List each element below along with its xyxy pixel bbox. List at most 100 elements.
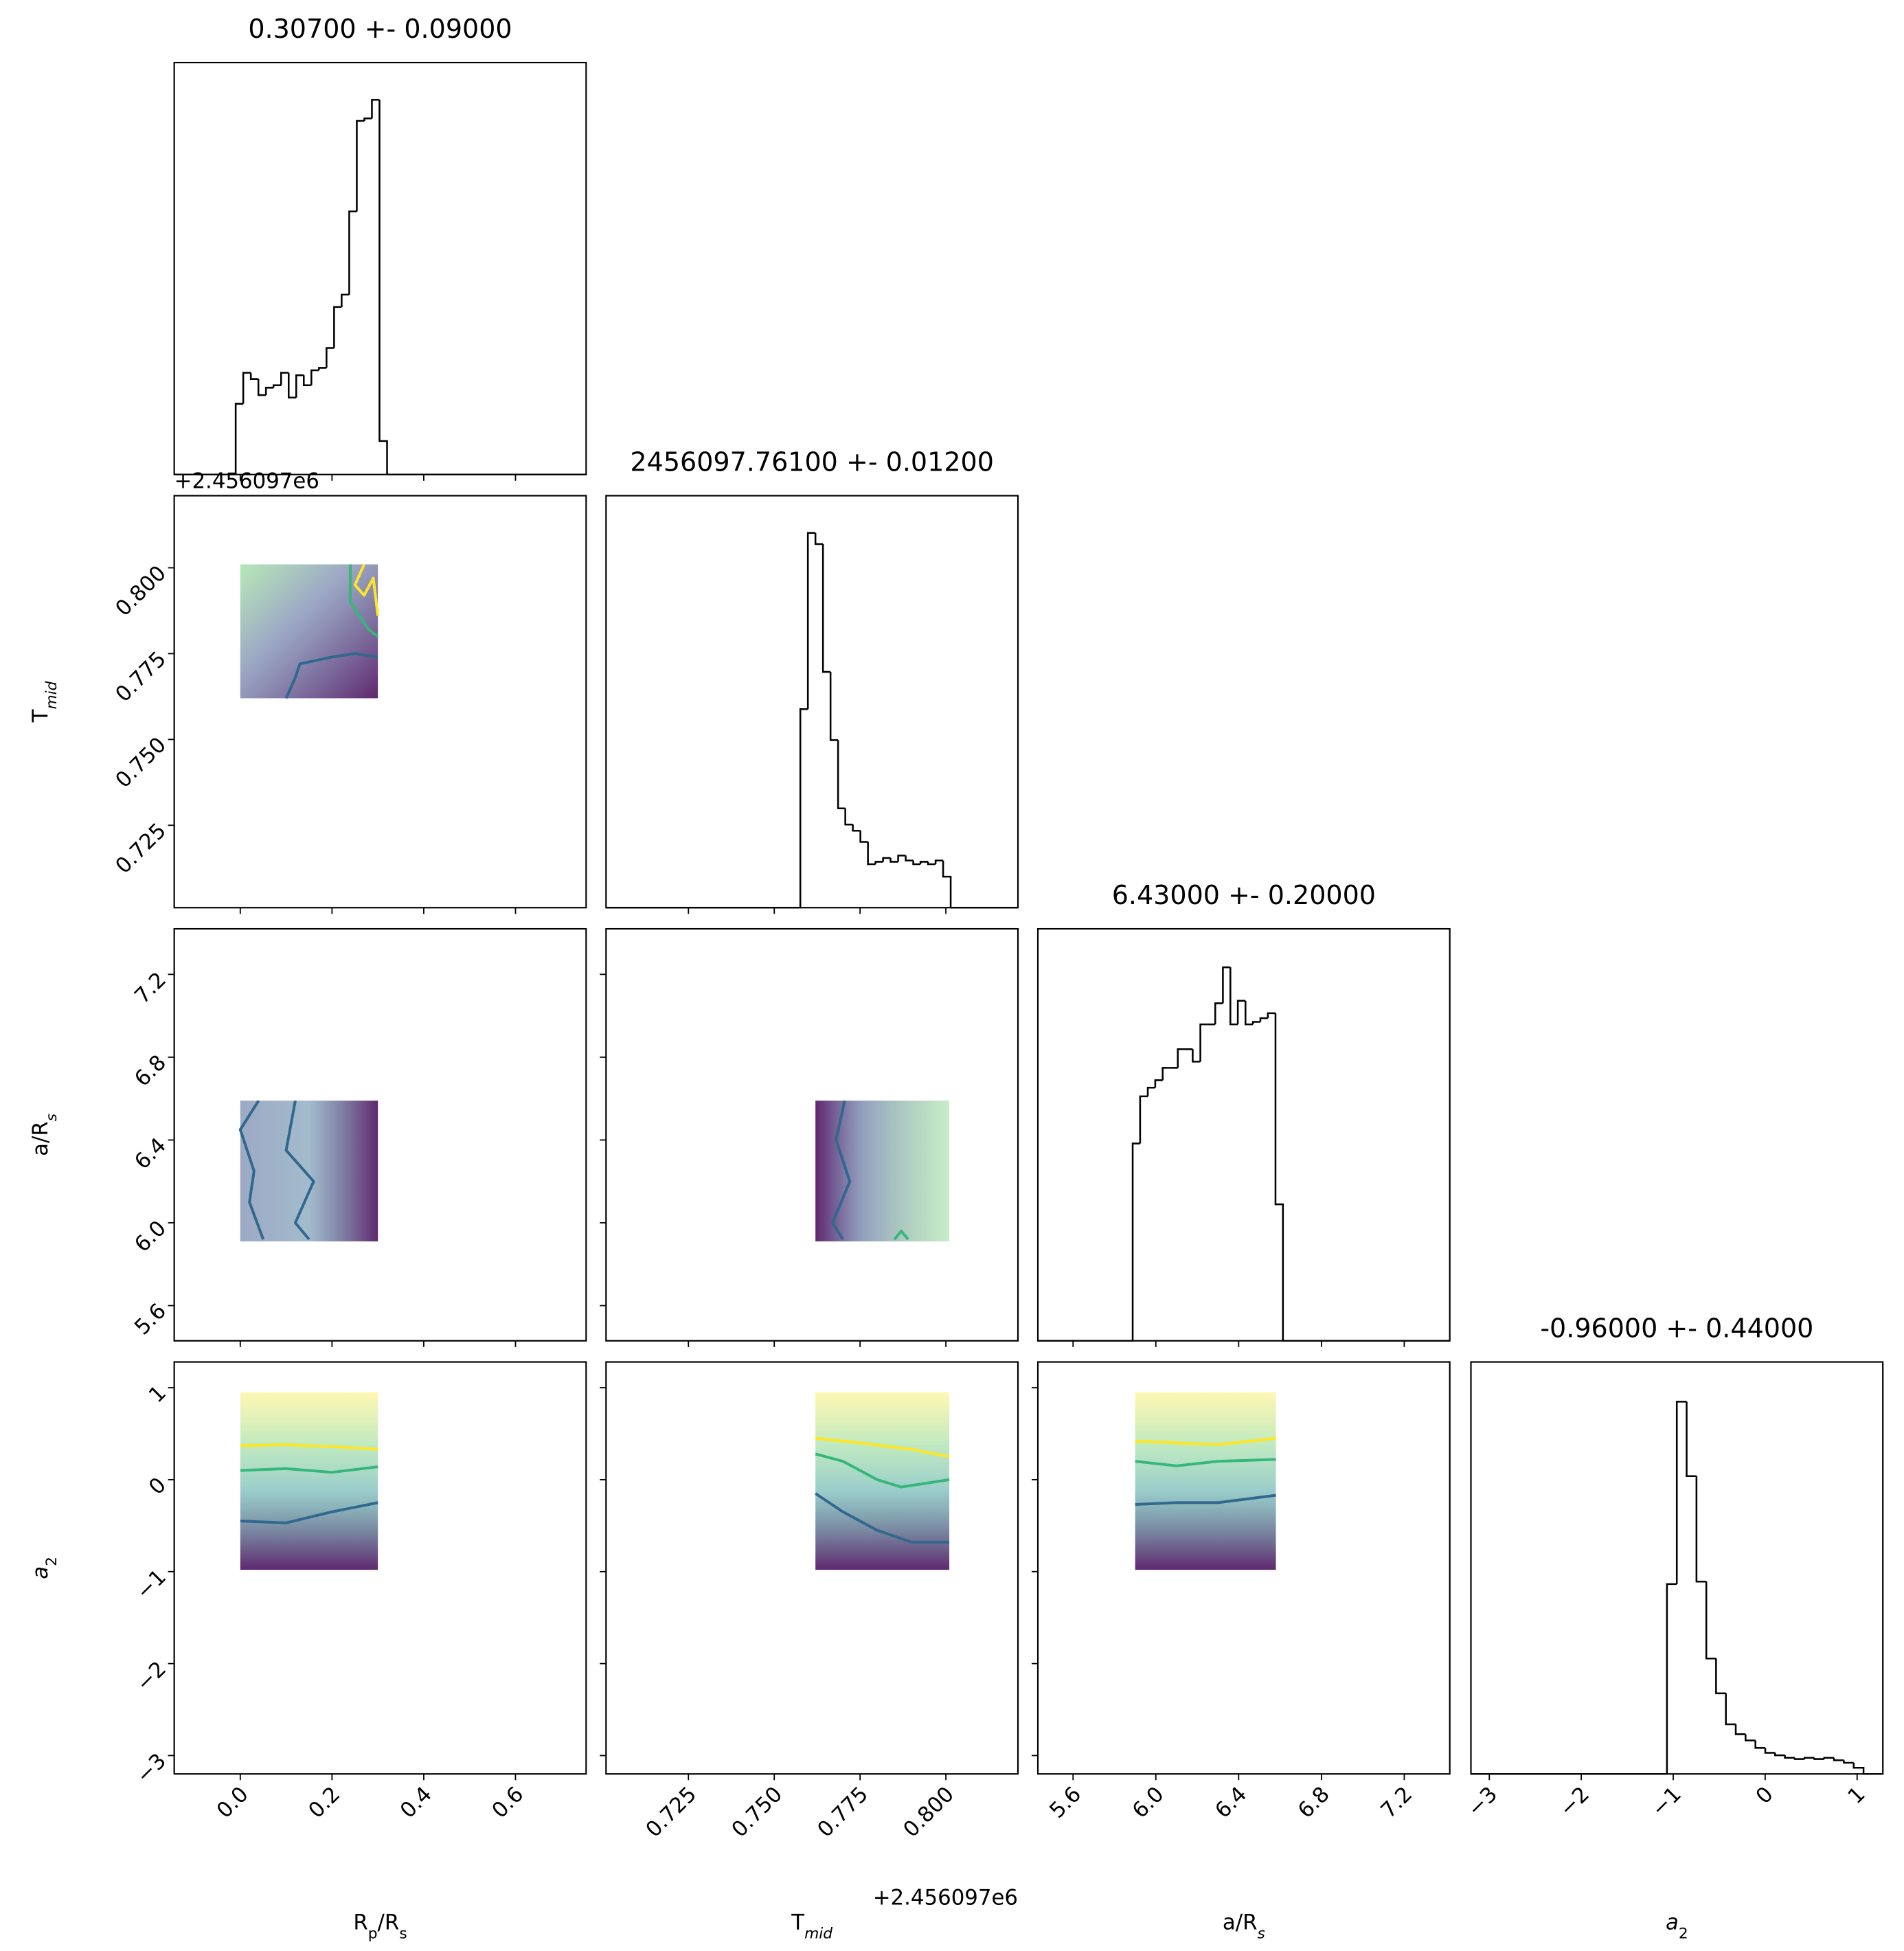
hist-bin: [356, 120, 365, 212]
hist-bin: [1199, 1023, 1208, 1062]
hist-bin: [1725, 1693, 1736, 1726]
hist-bin: [882, 857, 891, 862]
axis-label: Tmid: [28, 681, 60, 723]
contour: [238, 1100, 265, 1240]
label-part: T: [791, 1910, 804, 1935]
hist-bin: [806, 532, 816, 710]
x-tick-label: 7.2: [1376, 1782, 1417, 1823]
y-tick-label: 1: [144, 1381, 171, 1408]
hist-bin: [1666, 1583, 1677, 1774]
hist-bin: [1843, 1760, 1854, 1764]
hist-bin: [378, 100, 388, 475]
x-tick-label: −3: [1463, 1782, 1503, 1822]
hist-bin: [1192, 1049, 1201, 1063]
x-tick-label: 0: [1751, 1782, 1778, 1809]
contour: [893, 1230, 909, 1241]
hist-bin: [799, 708, 808, 908]
label-part: T: [28, 709, 53, 723]
hist-bin: [1764, 1748, 1776, 1754]
label-part: mid: [804, 1925, 832, 1942]
hist-bin: [348, 210, 357, 295]
label-part: mid: [43, 681, 60, 709]
contour: [284, 1100, 315, 1241]
panel-frame: [173, 1361, 587, 1775]
hist-bin: [919, 861, 929, 865]
hist-bin: [912, 860, 921, 866]
hist-bin: [1214, 1002, 1223, 1025]
offset-text: +2.456097e6: [873, 1885, 1018, 1910]
hist-bin: [1259, 1017, 1268, 1022]
hist-bin: [1229, 967, 1238, 1026]
hist-bin: [1734, 1724, 1746, 1735]
hist-bin: [310, 369, 319, 385]
hist-bin: [1131, 1142, 1140, 1341]
hist-bin: [318, 367, 327, 371]
label-part: 2: [43, 1557, 60, 1566]
hist-bin: [287, 372, 297, 399]
hist-bin: [1251, 1021, 1260, 1025]
hist-bin: [1705, 1581, 1716, 1660]
hist-bin: [844, 808, 853, 826]
hist-bin: [257, 379, 267, 396]
contour: [353, 563, 380, 616]
hist-bin: [234, 403, 244, 475]
hist-bin: [1222, 966, 1231, 1004]
label-part: a/R: [28, 1121, 53, 1156]
hist-bin: [1745, 1734, 1756, 1741]
hist-bin: [934, 859, 944, 865]
panel-title: 6.43000 +- 0.20000: [1112, 880, 1376, 910]
contour: [831, 1100, 852, 1241]
y-tick-label: 6.4: [130, 1133, 171, 1174]
panel-frame: [1036, 927, 1451, 1342]
contour: [815, 1492, 950, 1544]
label-part: 2: [1679, 1925, 1688, 1942]
x-tick-label: 6.4: [1210, 1782, 1251, 1823]
panel-frame: [1470, 1361, 1884, 1775]
hist-bin: [1146, 1086, 1155, 1096]
y-tick-label: 0: [144, 1473, 171, 1500]
y-tick-label: 6.0: [130, 1216, 171, 1257]
hist-bin: [264, 387, 274, 396]
hist-bin: [249, 372, 259, 380]
hist-bin: [1675, 1401, 1687, 1584]
axis-label: a2: [1666, 1910, 1688, 1943]
label-part: a: [28, 1566, 53, 1579]
x-tick-label: 5.6: [1045, 1782, 1086, 1823]
y-tick-label: 0.800: [111, 561, 171, 621]
axis-label: Rp/Rs: [353, 1910, 407, 1943]
x-tick-label: 0.2: [304, 1782, 345, 1823]
hist-bin: [837, 740, 846, 810]
panel-frame: [173, 61, 587, 475]
x-tick-label: 6.0: [1128, 1782, 1169, 1823]
label-part: s: [1258, 1925, 1265, 1942]
panel-frame: [173, 495, 587, 909]
contour: [815, 1452, 950, 1489]
panel-frame: [605, 1361, 1019, 1775]
hist-bin: [942, 860, 952, 908]
panel-frame: [605, 927, 1019, 1342]
x-tick-label: 0.0: [212, 1782, 253, 1823]
x-tick-label: −2: [1554, 1782, 1594, 1822]
panel-frame: [173, 927, 587, 1342]
hist-bin: [1852, 1762, 1865, 1774]
x-tick-label: 0.6: [487, 1782, 528, 1823]
label-part: a: [1666, 1910, 1679, 1935]
hist-bin: [889, 858, 898, 863]
hist-bin: [1793, 1757, 1805, 1760]
contour: [240, 1443, 378, 1451]
sample-cloud: [815, 1101, 950, 1242]
hist-bin: [1245, 1000, 1254, 1026]
axis-label: a/Rs: [28, 1114, 60, 1156]
hist-bin: [326, 347, 335, 368]
hist-bin: [333, 306, 342, 348]
hist-bin: [1274, 1013, 1284, 1341]
hist-bin: [905, 855, 914, 861]
contour: [815, 1436, 950, 1458]
hist-bin: [303, 375, 312, 386]
label-part: a/R: [1223, 1910, 1258, 1935]
hist-bin: [363, 117, 372, 121]
hist-bin: [1715, 1658, 1726, 1695]
y-tick-label: −2: [131, 1656, 171, 1696]
hist-bin: [874, 861, 883, 865]
hist-bin: [295, 374, 304, 398]
